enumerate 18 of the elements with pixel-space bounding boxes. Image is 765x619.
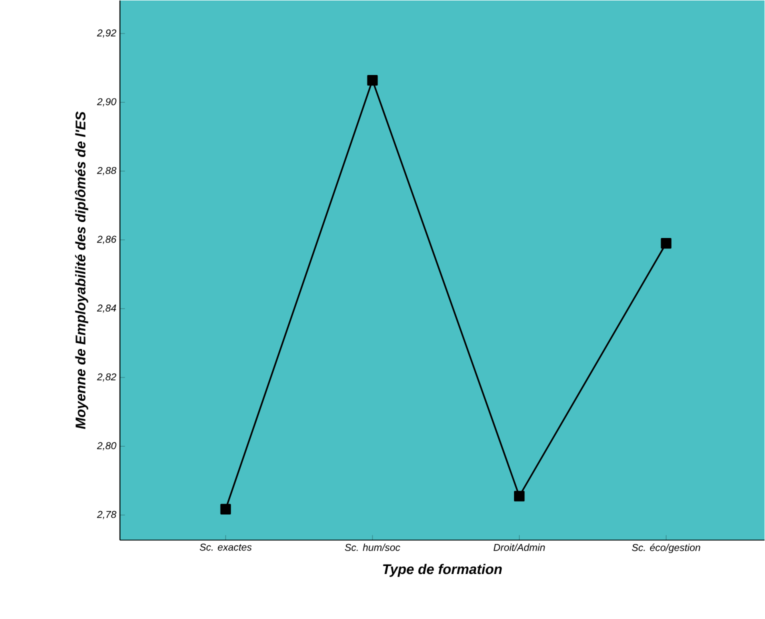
y-tick-label: 2,86	[96, 236, 116, 244]
x-axis-title: Type de formation	[383, 564, 502, 577]
x-tick-label: Sc. hum/soc	[344, 544, 400, 551]
x-tick-label: Sc. éco/gestion	[632, 544, 700, 554]
x-tick-label: Droit/Admin	[494, 544, 545, 551]
y-tick-label: 2,78	[96, 510, 116, 520]
point	[514, 490, 525, 502]
y-axis-title: Moyenne de Employabilité des diplômés de l'ES	[74, 112, 88, 429]
point	[367, 74, 378, 86]
y-tick-label: 2,82	[96, 373, 116, 382]
y-tick-label: 2,92	[96, 29, 116, 38]
x-tick-label: Sc. exactes	[200, 544, 252, 551]
point	[660, 238, 672, 249]
y-tick-label: 2,88	[96, 166, 116, 176]
y-tick-label: 2,90	[96, 98, 116, 106]
point	[220, 504, 231, 514]
y-tick-label: 2,80	[96, 442, 116, 450]
y-tick-label: 2,84	[96, 304, 116, 313]
